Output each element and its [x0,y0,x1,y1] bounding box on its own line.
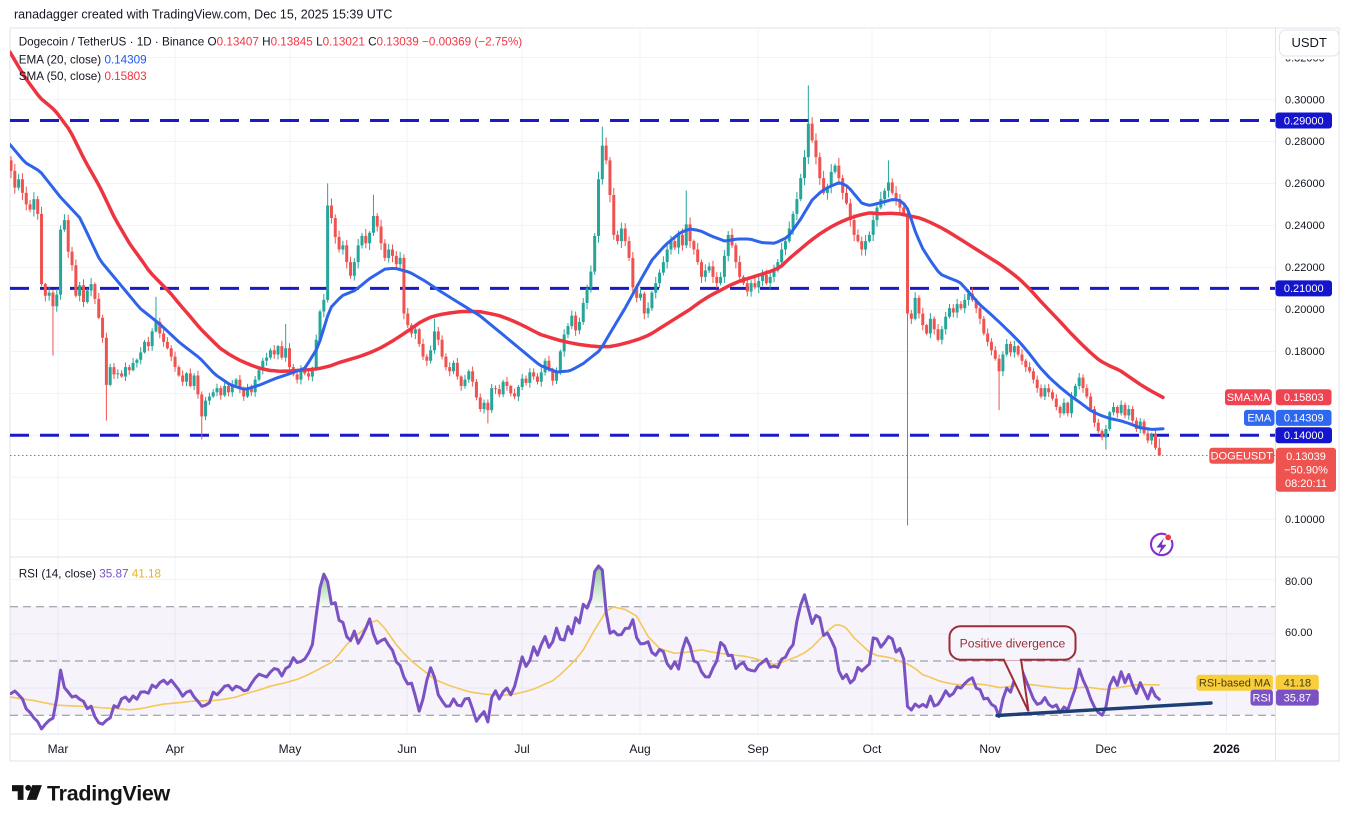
svg-text:0.32000: 0.32000 [1285,52,1325,64]
svg-text:Sep: Sep [747,742,769,756]
svg-text:41.18: 41.18 [1284,678,1312,690]
svg-text:35.87: 35.87 [1284,692,1312,704]
svg-text:Oct: Oct [863,742,882,756]
svg-text:RSI: RSI [1253,692,1271,704]
svg-text:TradingView: TradingView [47,782,171,806]
svg-text:Dec: Dec [1095,742,1116,756]
svg-text:0.21000: 0.21000 [1284,283,1324,295]
svg-text:0.30000: 0.30000 [1285,94,1325,106]
svg-text:0.15803: 0.15803 [1284,392,1324,404]
svg-text:RSI-based MA: RSI-based MA [1199,678,1271,690]
svg-text:0.14000: 0.14000 [1284,430,1324,442]
svg-text:Jun: Jun [397,742,416,756]
svg-text:Positive divergence: Positive divergence [960,636,1066,650]
svg-text:DOGEUSDT: DOGEUSDT [1211,451,1274,463]
svg-text:0.22000: 0.22000 [1285,262,1325,274]
svg-text:0.26000: 0.26000 [1285,178,1325,190]
svg-text:Aug: Aug [629,742,650,756]
svg-text:08:20:11: 08:20:11 [1285,478,1327,490]
svg-text:Nov: Nov [979,742,1000,756]
svg-text:SMA:MA: SMA:MA [1227,392,1271,404]
svg-text:0.24000: 0.24000 [1285,220,1325,232]
svg-text:Apr: Apr [166,742,185,756]
svg-text:EMA: EMA [1247,413,1272,425]
svg-text:2026: 2026 [1213,742,1240,756]
svg-text:USDT: USDT [1292,35,1327,50]
svg-text:0.10000: 0.10000 [1285,514,1325,526]
svg-text:60.00: 60.00 [1285,627,1313,639]
svg-text:Jul: Jul [514,742,529,756]
svg-text:80.00: 80.00 [1285,576,1313,588]
svg-text:0.18000: 0.18000 [1285,346,1325,358]
svg-text:0.28000: 0.28000 [1285,136,1325,148]
svg-text:RSI (14, close) 35.87 41.18: RSI (14, close) 35.87 41.18 [19,568,161,581]
svg-text:−50.90%: −50.90% [1284,464,1328,476]
svg-text:EMA (20, close) 0.14309: EMA (20, close) 0.14309 [19,53,147,66]
svg-text:May: May [279,742,302,756]
svg-text:Dogecoin / TetherUS · 1D · Bin: Dogecoin / TetherUS · 1D · Binance O0.13… [19,36,523,49]
svg-text:0.14309: 0.14309 [1284,413,1324,425]
svg-text:ranadagger created with Tradin: ranadagger created with TradingView.com,… [14,8,392,22]
svg-text:Mar: Mar [48,742,69,756]
svg-text:0.20000: 0.20000 [1285,304,1325,316]
svg-text:0.29000: 0.29000 [1284,115,1324,127]
svg-text:0.13039: 0.13039 [1286,451,1326,463]
svg-text:SMA (50, close) 0.15803: SMA (50, close) 0.15803 [19,70,147,83]
